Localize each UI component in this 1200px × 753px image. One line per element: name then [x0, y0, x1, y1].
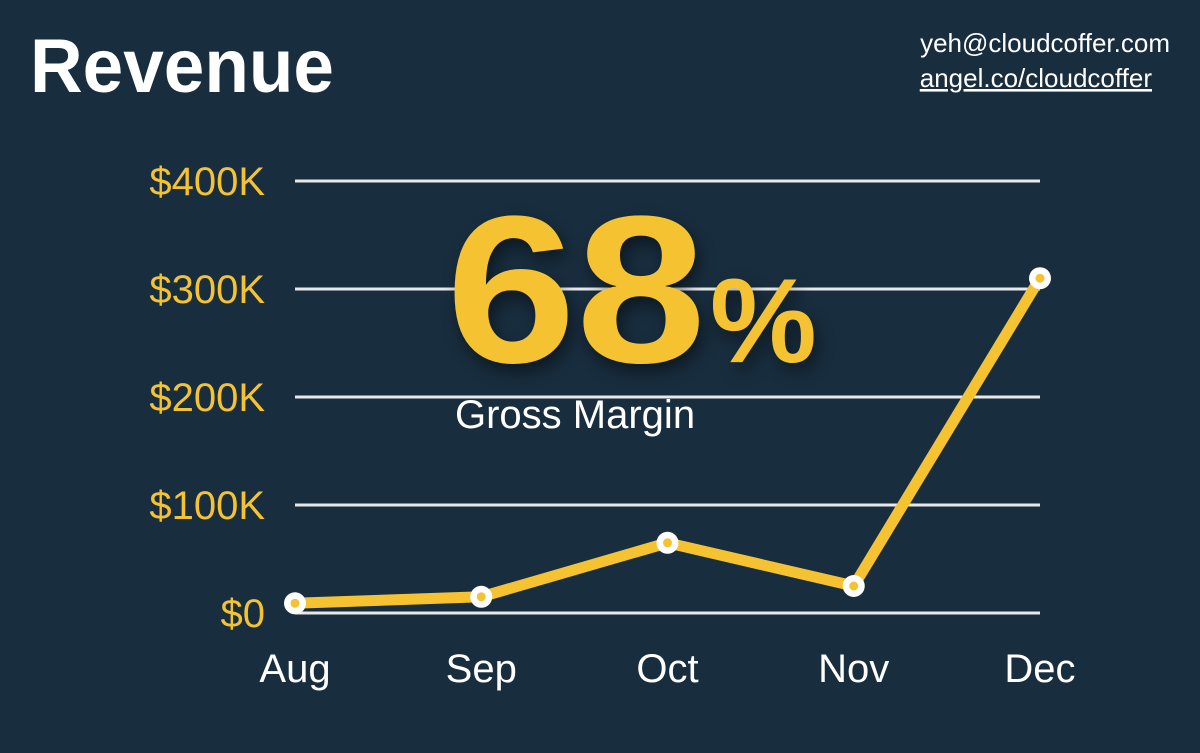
point-center — [849, 581, 859, 591]
y-tick-label: $0 — [221, 592, 266, 636]
point-center — [1035, 273, 1045, 283]
email[interactable]: yeh@cloudcoffer.com — [920, 28, 1170, 58]
email-link[interactable]: yeh@cloudcoffer.com — [920, 28, 1170, 58]
point-center — [663, 538, 672, 548]
y-tick-label: $400K — [149, 160, 265, 204]
point-center — [290, 598, 300, 608]
angel-link[interactable]: angel.co/cloudcoffer — [920, 63, 1153, 93]
y-tick-label: $100K — [149, 484, 265, 528]
x-tick-label: Aug — [259, 647, 330, 691]
angel-url[interactable]: angel.co/cloudcoffer — [920, 63, 1153, 93]
y-tick-label: $200K — [149, 376, 265, 420]
x-tick-label: Oct — [636, 647, 698, 691]
headline-caption: Gross Margin — [455, 393, 695, 437]
y-tick-label: $300K — [149, 268, 265, 312]
x-tick-label: Nov — [818, 647, 889, 691]
x-tick-label: Sep — [446, 647, 517, 691]
headline: 68% — [446, 172, 817, 407]
point-center — [476, 592, 486, 602]
x-tick-label: Dec — [1004, 647, 1075, 691]
chart-title: Revenue — [30, 24, 334, 109]
